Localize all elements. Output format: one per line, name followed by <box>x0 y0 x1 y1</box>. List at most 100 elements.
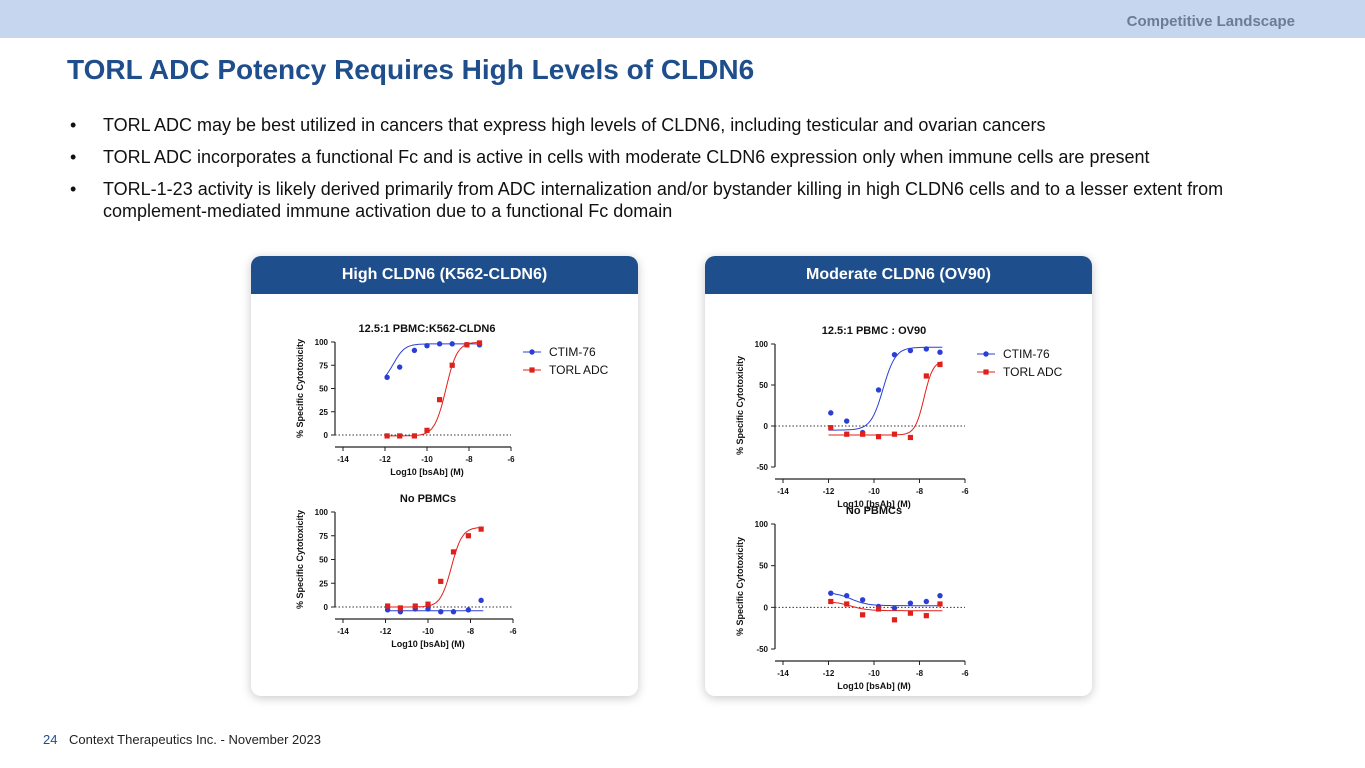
legend-label: TORL ADC <box>549 363 609 377</box>
chart-0: 12.5:1 PBMC:K562-CLDN6 -14 -12 -10 -8 -6 0 25 50… <box>295 323 609 477</box>
legend-marker <box>983 369 989 375</box>
chart-1: No PBMCs -14 -12 -10 -8 -6 0 25 50 75 100 Log10 [bs… <box>295 493 517 649</box>
legend-marker <box>529 349 535 355</box>
panel-high-cldn6: High CLDN6 (K562-CLDN6) 12.5:1 PBMC:K562… <box>251 256 638 696</box>
bullet-item: TORL-1-23 activity is likely derived pri… <box>70 178 1310 222</box>
slide-title: TORL ADC Potency Requires High Levels of… <box>67 54 755 85</box>
chart-title: 12.5:1 PBMC : OV90 <box>822 325 927 337</box>
y-tick-label: 50 <box>759 381 768 390</box>
data-point <box>923 613 929 619</box>
data-point <box>450 549 457 555</box>
y-axis-label: % Specific Cytotoxicity <box>295 339 305 438</box>
bullet-list: TORL ADC may be best utilized in cancers… <box>70 114 1310 232</box>
data-point <box>937 349 943 355</box>
data-point <box>844 431 850 437</box>
data-point <box>384 433 390 439</box>
data-point <box>438 609 444 615</box>
x-tick-label: -8 <box>467 627 475 636</box>
data-point <box>891 617 898 623</box>
chart-panel-moderate: 12.5:1 PBMC : OV90 -14 -12 -10 -8 -6 -50 0 50 100… <box>735 325 1063 691</box>
data-point <box>828 590 834 596</box>
data-point <box>907 610 913 616</box>
chart-2: 12.5:1 PBMC : OV90 -14 -12 -10 -8 -6 -50 0 50 100… <box>735 325 1063 509</box>
panel-header: Moderate CLDN6 (OV90) <box>705 256 1092 294</box>
y-tick-label: 50 <box>319 385 328 394</box>
data-point <box>923 373 929 379</box>
y-tick-label: 0 <box>324 603 329 612</box>
section-label: Competitive Landscape <box>1126 13 1295 30</box>
x-tick-label: -14 <box>777 487 789 496</box>
data-point <box>425 606 431 612</box>
x-axis-label: Log10 [bsAb] (M) <box>390 467 464 477</box>
x-axis-label: Log10 [bsAb] (M) <box>837 681 911 691</box>
data-point <box>411 347 418 354</box>
chart-3: No PBMCs -14 -12 -10 -8 -6 -50 0 50 100 Log10 [bsA… <box>735 505 969 691</box>
y-tick-label: 75 <box>319 361 328 370</box>
x-tick-label: -10 <box>868 487 880 496</box>
panel-moderate-cldn6: Moderate CLDN6 (OV90) 12.5:1 PBMC : OV90… <box>705 256 1092 696</box>
legend-label: CTIM-76 <box>549 345 596 359</box>
chart-title: 12.5:1 PBMC:K562-CLDN6 <box>359 323 496 335</box>
y-tick-label: 75 <box>319 532 328 541</box>
y-tick-label: 100 <box>315 508 329 517</box>
y-tick-label: 0 <box>324 431 329 440</box>
y-tick-label: 0 <box>764 603 769 612</box>
data-point <box>828 598 834 605</box>
data-point <box>476 340 483 346</box>
x-tick-label: -12 <box>823 487 835 496</box>
bullet-item: TORL ADC incorporates a functional Fc an… <box>70 146 1310 168</box>
x-tick-label: -12 <box>823 669 835 678</box>
x-tick-label: -14 <box>337 455 349 464</box>
x-tick-label: -10 <box>868 669 880 678</box>
data-point <box>411 433 417 439</box>
y-axis-label: % Specific Cytotoxicity <box>735 356 745 455</box>
x-tick-label: -8 <box>916 669 924 678</box>
data-point <box>875 434 882 440</box>
data-point <box>437 397 443 403</box>
x-tick-label: -8 <box>916 487 924 496</box>
y-tick-label: 100 <box>755 340 769 349</box>
x-tick-label: -6 <box>961 669 969 678</box>
y-axis-label: % Specific Cytotoxicity <box>735 537 745 636</box>
x-tick-label: -8 <box>465 455 473 464</box>
data-point <box>875 606 882 612</box>
fit-curve <box>828 346 943 431</box>
x-tick-label: -12 <box>380 627 392 636</box>
chart-panel-high: 12.5:1 PBMC:K562-CLDN6 -14 -12 -10 -8 -6 0 25 50… <box>295 323 609 649</box>
fit-curve <box>385 526 484 608</box>
footer-text: Context Therapeutics Inc. - November 202… <box>69 732 321 747</box>
data-point <box>397 605 403 611</box>
x-axis-label: Log10 [bsAb] (M) <box>837 499 911 509</box>
data-point <box>424 343 430 349</box>
y-tick-label: 50 <box>759 562 768 571</box>
chart-title: No PBMCs <box>400 493 456 505</box>
data-point <box>875 387 882 393</box>
y-tick-label: 25 <box>319 408 328 417</box>
top-band <box>0 0 1365 38</box>
y-tick-label: 50 <box>319 556 328 565</box>
y-tick-label: 0 <box>764 422 769 431</box>
data-point <box>450 609 457 615</box>
legend-label: TORL ADC <box>1003 365 1063 379</box>
data-point <box>449 341 455 347</box>
data-point <box>828 425 834 431</box>
data-point <box>859 597 866 603</box>
fit-curve <box>384 343 482 377</box>
data-point <box>891 431 898 437</box>
data-point <box>923 598 930 605</box>
data-point <box>907 600 914 606</box>
x-tick-label: -10 <box>422 627 434 636</box>
x-axis-label: Log10 [bsAb] (M) <box>391 639 465 649</box>
data-point <box>937 592 943 599</box>
data-point <box>449 362 455 368</box>
data-point <box>478 526 484 532</box>
panel-header: High CLDN6 (K562-CLDN6) <box>251 256 638 294</box>
data-point <box>844 592 850 599</box>
data-point <box>397 364 403 370</box>
data-point <box>436 341 443 347</box>
y-tick-label: 100 <box>315 338 329 347</box>
bullet-item: TORL ADC may be best utilized in cancers… <box>70 114 1310 136</box>
x-tick-label: -6 <box>509 627 517 636</box>
x-tick-label: -10 <box>421 455 433 464</box>
data-point <box>412 603 418 609</box>
